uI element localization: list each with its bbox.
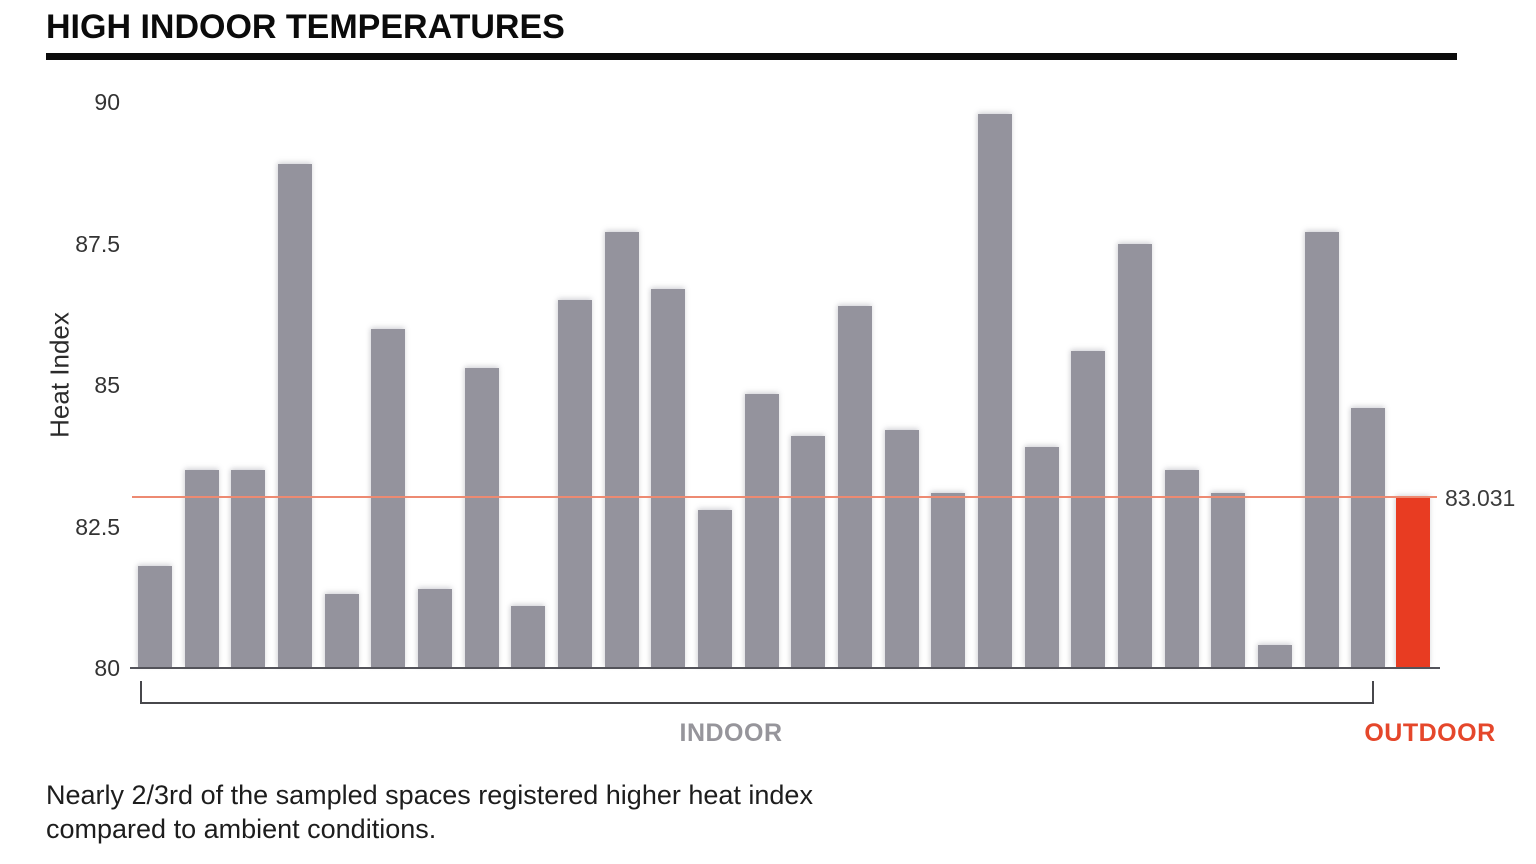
indoor-bar-12 — [651, 288, 686, 667]
indoor-bar-7 — [418, 588, 453, 667]
indoor-bracket-horizontal — [140, 702, 1374, 704]
indoor-bar-14 — [744, 393, 779, 667]
caption-line-1: Nearly 2/3rd of the sampled spaces regis… — [46, 780, 813, 810]
y-tick-label: 82.5 — [75, 513, 120, 540]
y-tick-label: 85 — [94, 372, 120, 399]
indoor-bar-27 — [1351, 407, 1386, 667]
indoor-bar-18 — [931, 492, 966, 667]
indoor-bar-25 — [1258, 645, 1293, 667]
y-tick-label: 90 — [94, 89, 120, 116]
indoor-group-label: INDOOR — [679, 719, 783, 747]
indoor-bar-5 — [324, 594, 359, 667]
indoor-bar-13 — [698, 509, 733, 667]
indoor-bar-3 — [231, 469, 266, 667]
indoor-bar-21 — [1071, 351, 1106, 667]
x-axis-line — [130, 667, 1440, 669]
indoor-bar-26 — [1304, 232, 1339, 667]
indoor-bar-10 — [558, 300, 593, 667]
indoor-bar-6 — [371, 328, 406, 667]
outdoor-group-label: OUTDOOR — [1364, 719, 1496, 747]
indoor-bar-20 — [1024, 447, 1059, 667]
title-rule — [46, 53, 1457, 60]
indoor-bar-2 — [184, 469, 219, 667]
caption-line-2: compared to ambient conditions. — [46, 814, 437, 844]
indoor-bar-9 — [511, 605, 546, 667]
indoor-bracket-left-tick — [140, 681, 142, 704]
indoor-bar-23 — [1164, 469, 1199, 667]
indoor-bar-1 — [138, 566, 172, 667]
y-tick-label: 87.5 — [75, 230, 120, 257]
y-tick-label: 80 — [94, 655, 120, 681]
indoor-bar-19 — [978, 113, 1013, 667]
indoor-bar-16 — [838, 305, 873, 667]
reference-line-label: 83.031 — [1445, 484, 1516, 511]
caption: Nearly 2/3rd of the sampled spaces regis… — [46, 778, 813, 846]
indoor-bar-24 — [1211, 492, 1246, 667]
chart-title: HIGH INDOOR TEMPERATURES — [46, 8, 565, 46]
reference-line — [132, 495, 1437, 498]
outdoor-bar — [1396, 496, 1430, 667]
indoor-bar-15 — [791, 436, 826, 667]
indoor-bar-17 — [884, 430, 919, 667]
indoor-bracket-right-tick — [1372, 681, 1374, 704]
indoor-bar-22 — [1118, 243, 1153, 667]
indoor-bar-11 — [604, 232, 639, 667]
indoor-bar-8 — [464, 368, 499, 667]
indoor-bar-4 — [278, 164, 312, 667]
